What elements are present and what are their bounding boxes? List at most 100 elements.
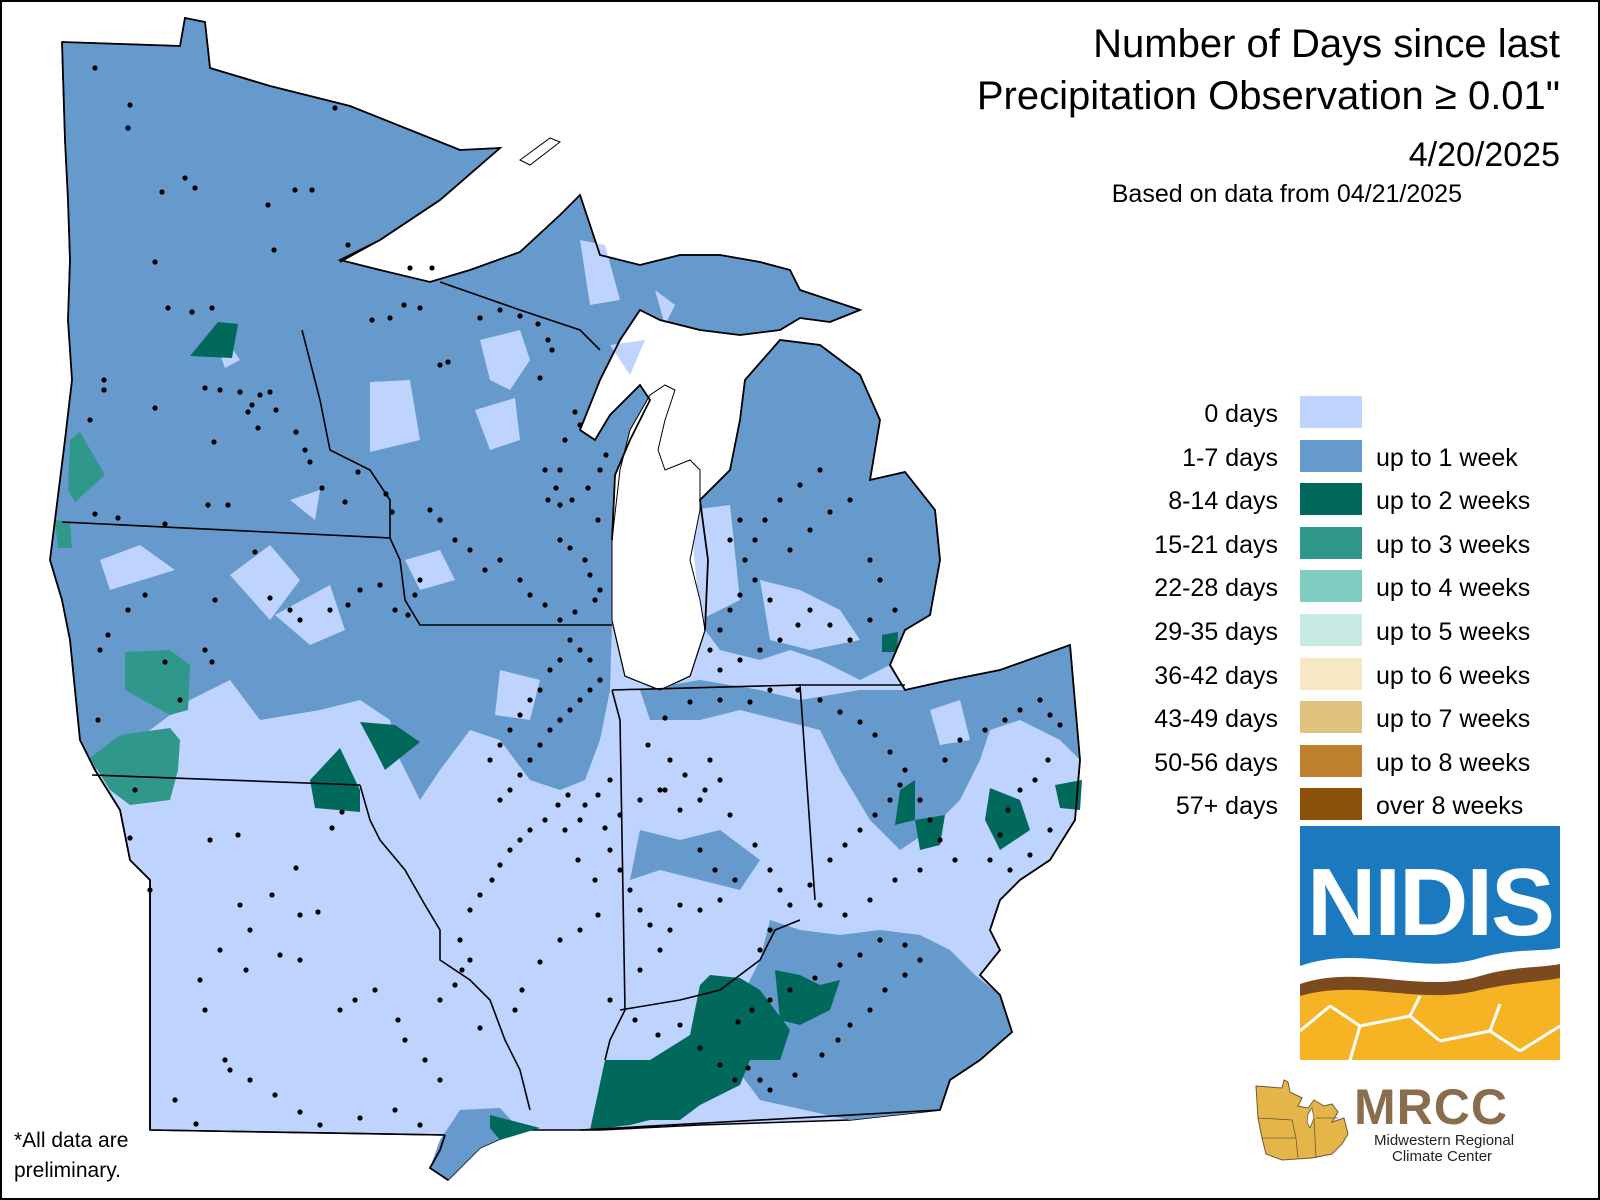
- station-dot: [632, 1017, 638, 1023]
- station-dot: [697, 907, 703, 913]
- station-dot: [557, 617, 563, 623]
- station-dot: [595, 517, 601, 523]
- station-dot: [252, 549, 258, 555]
- station-dot: [407, 265, 413, 271]
- station-dot: [227, 1067, 233, 1073]
- station-dot: [607, 997, 613, 1003]
- station-dot: [585, 485, 591, 491]
- station-dot: [537, 959, 543, 965]
- station-dot: [887, 797, 893, 803]
- legend-days-label: 22-28 days: [1154, 574, 1278, 603]
- station-dot: [882, 987, 888, 993]
- station-dot: [877, 937, 883, 943]
- station-dot: [737, 657, 743, 663]
- station-dot: [697, 1045, 703, 1051]
- station-dot: [255, 425, 261, 431]
- station-dot: [857, 827, 863, 833]
- station-dot: [872, 812, 878, 818]
- station-dot: [687, 699, 693, 705]
- legend-days-label: 0 days: [1204, 400, 1278, 428]
- station-dot: [697, 847, 703, 853]
- station-dot: [562, 827, 568, 833]
- station-dot: [202, 1007, 208, 1013]
- station-dot: [189, 309, 195, 315]
- station-dot: [497, 307, 503, 313]
- station-dot: [987, 857, 993, 863]
- station-dot: [877, 577, 883, 583]
- station-dot: [795, 687, 801, 693]
- legend-color-swatch: [1300, 396, 1362, 428]
- station-dot: [327, 607, 333, 613]
- station-dot: [767, 997, 773, 1003]
- station-dot: [587, 687, 593, 693]
- station-dot: [467, 907, 473, 913]
- station-dots: [87, 65, 1063, 1128]
- station-dot: [827, 509, 833, 515]
- station-dot: [549, 347, 555, 353]
- station-dot: [319, 485, 325, 491]
- station-dot: [535, 321, 541, 327]
- station-dot: [297, 957, 303, 963]
- mrcc-subtitle-line2: Climate Center: [1392, 1148, 1493, 1165]
- station-dot: [777, 637, 783, 643]
- station-dot: [162, 659, 168, 665]
- station-dot: [287, 607, 293, 613]
- station-dot: [957, 737, 963, 743]
- legend-weeks-label: up to 3 weeks: [1376, 530, 1531, 559]
- station-dot: [807, 527, 813, 533]
- station-dot: [777, 887, 783, 893]
- station-dot: [867, 557, 873, 563]
- station-dot: [357, 587, 363, 593]
- station-dot: [125, 607, 131, 613]
- station-dot: [737, 592, 743, 598]
- station-dot: [787, 547, 793, 553]
- mrcc-logo: MRCC Midwestern Regional Climate Center: [1252, 1078, 1552, 1165]
- station-dot: [249, 402, 255, 408]
- legend-days-label: 1-7 days: [1182, 443, 1278, 472]
- station-dot: [293, 429, 299, 435]
- region-boundary: [49, 16, 1081, 1181]
- station-dot: [607, 777, 613, 783]
- station-dot: [342, 499, 348, 505]
- preliminary-footnote: *All data are preliminary.: [14, 1126, 128, 1186]
- station-dot: [452, 537, 458, 543]
- nidis-logo: NIDIS: [1300, 826, 1560, 1060]
- nidis-logo-text: NIDIS: [1306, 849, 1555, 956]
- station-dot: [717, 697, 723, 703]
- station-dot: [557, 717, 563, 723]
- station-dot: [557, 657, 563, 663]
- station-dot: [247, 927, 253, 933]
- station-dot: [315, 909, 321, 915]
- one-week-regions: [50, 18, 1080, 1180]
- station-dot: [237, 389, 243, 395]
- station-dot: [377, 582, 383, 588]
- station-dot: [577, 422, 583, 428]
- station-dot: [517, 313, 523, 319]
- legend-color-swatch: [1300, 657, 1362, 690]
- station-dot: [662, 715, 668, 721]
- station-dot: [212, 597, 218, 603]
- legend-item: 36-42 days up to 6 weeks: [1080, 657, 1540, 692]
- station-dot: [159, 189, 165, 195]
- station-dot: [339, 809, 345, 815]
- mrcc-subtitle-line1: Midwestern Regional: [1374, 1132, 1515, 1149]
- station-dot: [627, 887, 633, 893]
- station-dot: [657, 947, 663, 953]
- station-dot: [387, 315, 393, 321]
- station-dot: [209, 659, 215, 665]
- station-dot: [527, 827, 533, 833]
- station-dot: [717, 1062, 723, 1068]
- station-dot: [545, 337, 551, 343]
- station-dot: [225, 502, 231, 508]
- station-dot: [125, 125, 131, 131]
- station-dot: [767, 927, 773, 933]
- station-dot: [757, 947, 763, 953]
- station-dot: [507, 787, 513, 793]
- legend-color-swatch: [1300, 570, 1362, 603]
- station-dot: [332, 105, 338, 111]
- midwest-map-icon: [1255, 1079, 1349, 1161]
- legend-days-label: 43-49 days: [1154, 705, 1278, 734]
- station-dot: [927, 817, 933, 823]
- station-dot: [467, 547, 473, 553]
